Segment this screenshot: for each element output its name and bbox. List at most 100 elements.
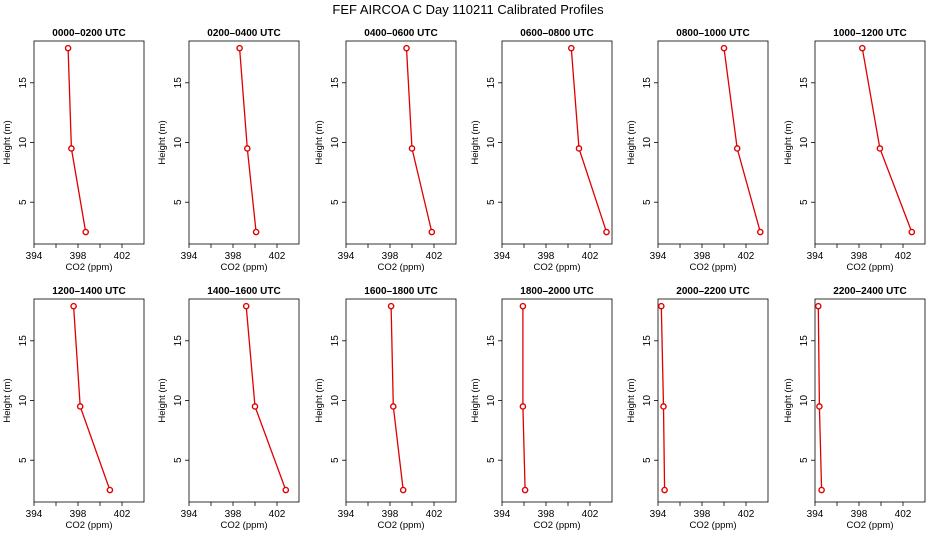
x-tick-label: 394: [181, 509, 198, 520]
profile-line: [390, 306, 404, 491]
x-tick-label: 402: [582, 509, 599, 520]
data-point: [282, 486, 290, 494]
data-point: [399, 486, 407, 494]
y-tick-label: 5: [799, 199, 810, 205]
x-tick-label: 402: [114, 509, 131, 520]
profile-line: [405, 48, 433, 233]
y-axis-label: Height (m): [626, 120, 637, 164]
y-tick-label: 15: [799, 77, 810, 89]
y-tick-label: 5: [173, 199, 184, 205]
x-tick-label: 402: [114, 251, 131, 262]
x-tick-label: 398: [382, 509, 399, 520]
profile-line: [570, 48, 608, 233]
x-tick-label: 394: [650, 509, 667, 520]
x-tick-label: 398: [225, 509, 242, 520]
x-axis-label: CO2 (ppm): [847, 262, 894, 273]
data-point: [603, 228, 610, 236]
data-point: [243, 145, 251, 152]
panel-title: 1200–1400 UTC: [52, 286, 125, 297]
data-point: [908, 228, 916, 236]
plot-frame: [33, 298, 145, 503]
panel-title: 0200–0400 UTC: [207, 28, 280, 39]
profile-line: [245, 306, 287, 491]
profile-line: [522, 306, 526, 491]
x-axis-label: CO2 (ppm): [378, 520, 425, 531]
panel-title: 1000–1200 UTC: [833, 28, 906, 39]
y-tick-label: 15: [18, 335, 29, 347]
data-point: [660, 403, 667, 410]
y-tick-label: 5: [799, 457, 810, 463]
y-tick-label: 15: [642, 77, 653, 89]
y-tick-label: 10: [642, 395, 653, 407]
plot-frame: [814, 40, 926, 245]
x-axis-label: CO2 (ppm): [66, 520, 113, 531]
data-point: [68, 145, 75, 152]
data-point: [757, 228, 764, 236]
data-point: [876, 145, 884, 152]
y-tick-label: 10: [799, 137, 810, 149]
data-point: [408, 145, 416, 152]
y-tick-label: 5: [18, 457, 29, 463]
x-tick-label: 394: [338, 509, 355, 520]
x-tick-label: 402: [269, 509, 286, 520]
x-tick-label: 394: [494, 251, 511, 262]
x-tick-label: 402: [895, 251, 912, 262]
y-axis-label: Height (m): [2, 120, 13, 164]
y-tick-label: 10: [18, 395, 29, 407]
panel-title: 0400–0600 UTC: [364, 28, 437, 39]
x-tick-label: 398: [225, 251, 242, 262]
y-axis-label: Height (m): [314, 378, 325, 422]
x-tick-label: 394: [807, 251, 824, 262]
data-point: [519, 302, 527, 310]
plot-frame: [814, 298, 926, 503]
x-tick-label: 402: [426, 509, 443, 520]
data-point: [815, 302, 822, 310]
x-tick-label: 398: [851, 251, 868, 262]
profile-line: [72, 306, 111, 491]
x-tick-label: 394: [650, 251, 667, 262]
data-point: [818, 486, 825, 494]
panel-title: 2000–2200 UTC: [676, 286, 749, 297]
y-tick-label: 15: [330, 77, 341, 89]
y-tick-label: 10: [18, 137, 29, 149]
y-tick-label: 5: [642, 199, 653, 205]
profile-line: [723, 48, 761, 233]
plot-frame: [501, 40, 613, 245]
data-point: [106, 486, 114, 494]
panel-title: 1800–2000 UTC: [520, 286, 593, 297]
y-axis-label: Height (m): [470, 378, 481, 422]
y-axis-label: Height (m): [626, 378, 637, 422]
plot-frame: [33, 40, 145, 245]
x-axis-label: CO2 (ppm): [221, 520, 268, 531]
y-tick-label: 10: [173, 395, 184, 407]
x-tick-label: 402: [895, 509, 912, 520]
panel-title: 0800–1000 UTC: [676, 28, 749, 39]
data-point: [816, 403, 823, 410]
x-axis-label: CO2 (ppm): [690, 520, 737, 531]
plot-frame: [188, 40, 300, 245]
data-point: [403, 44, 410, 52]
x-tick-label: 398: [694, 251, 711, 262]
x-tick-label: 394: [494, 509, 511, 520]
data-point: [64, 44, 72, 52]
profile-line: [861, 48, 913, 233]
x-tick-label: 394: [338, 251, 355, 262]
data-point: [389, 403, 397, 410]
x-tick-label: 398: [538, 251, 555, 262]
plot-frame: [501, 298, 613, 503]
x-tick-label: 394: [26, 251, 43, 262]
x-axis-label: CO2 (ppm): [534, 520, 581, 531]
profile-line: [238, 48, 257, 233]
figure-title: FEF AIRCOA C Day 110211 Calibrated Profi…: [332, 2, 604, 17]
y-axis-label: Height (m): [314, 120, 325, 164]
profile-line: [67, 48, 87, 233]
y-tick-label: 15: [642, 335, 653, 347]
data-point: [521, 486, 529, 494]
panel-title: 1600–1800 UTC: [364, 286, 437, 297]
plot-frame: [345, 40, 457, 245]
y-axis-label: Height (m): [783, 378, 794, 422]
